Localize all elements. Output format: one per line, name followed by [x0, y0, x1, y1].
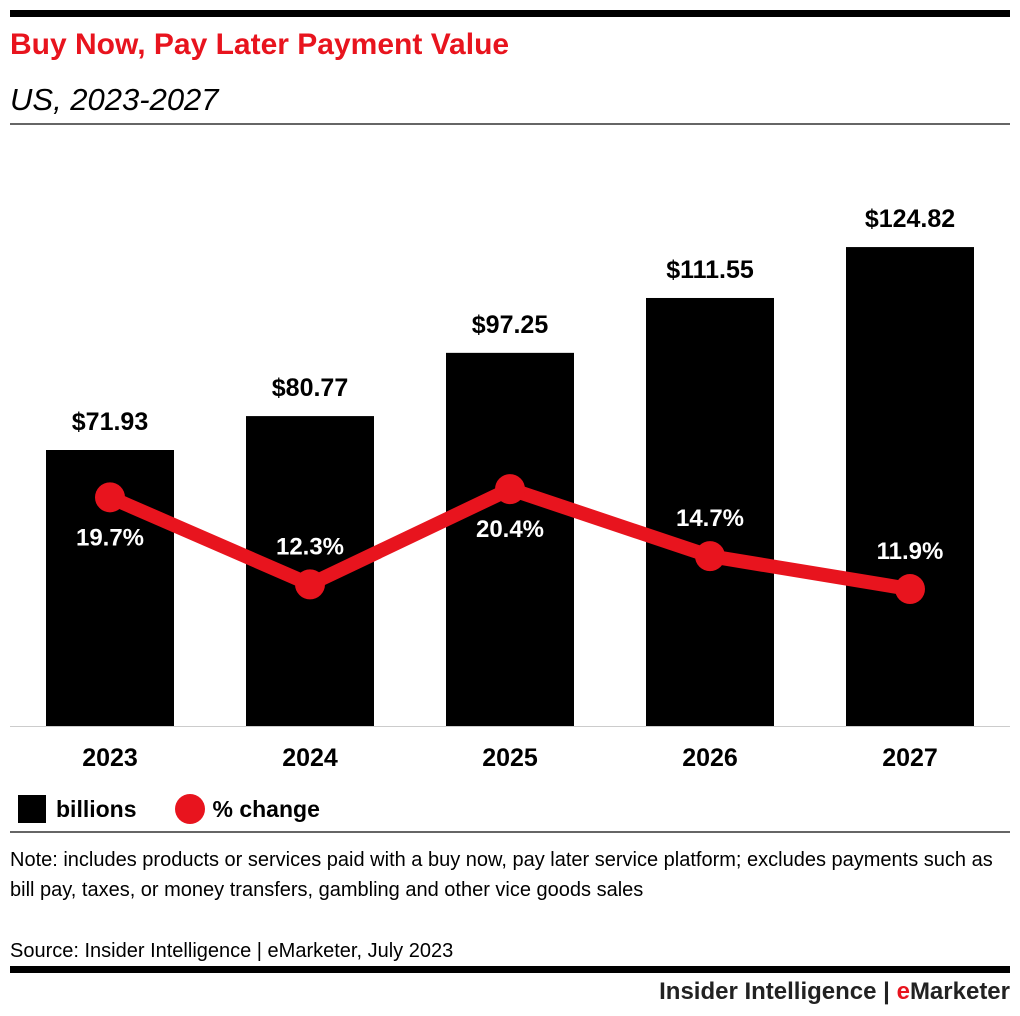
line-value-label-2023: 19.7% [76, 524, 144, 551]
bar-2026 [646, 297, 774, 726]
x-tick-label-2023: 2023 [82, 744, 138, 772]
x-tick-label-2025: 2025 [482, 744, 538, 772]
x-tick-label-2024: 2024 [282, 744, 338, 772]
line-value-label-2024: 12.3% [276, 533, 344, 560]
top-bar [10, 10, 1010, 17]
legend-bar-label: billions [56, 795, 137, 822]
line-point-2025 [495, 474, 525, 505]
source: Source: Insider Intelligence | eMarketer… [10, 940, 454, 962]
bar-2027 [846, 247, 974, 726]
bar-value-label-2027: $124.82 [865, 205, 955, 233]
brand-separator: | [876, 978, 897, 1005]
line-value-label-2027: 11.9% [877, 538, 944, 565]
bottom-bar [10, 966, 1010, 973]
bar-2025 [446, 352, 574, 726]
footer-brand: Insider Intelligence | eMarketer [659, 978, 1010, 1006]
line-value-label-2025: 20.4% [476, 516, 544, 543]
bar-value-label-2026: $111.55 [666, 256, 754, 284]
legend-bar-swatch [18, 795, 46, 823]
legend: billions % change [18, 794, 320, 824]
legend-line-swatch [174, 794, 205, 824]
brand-marketer: Marketer [909, 978, 1010, 1005]
bar-value-label-2024: $80.77 [272, 374, 348, 402]
bar-value-label-2025: $97.25 [472, 311, 549, 339]
line-point-2023 [95, 482, 125, 513]
bar-value-label-2023: $71.93 [72, 408, 148, 436]
note: Note: includes products or services paid… [10, 849, 993, 901]
line-point-2026 [695, 541, 725, 572]
chart-title: Buy Now, Pay Later Payment Value [10, 28, 510, 61]
legend-line-label: % change [212, 795, 320, 822]
x-tick-label-2027: 2027 [882, 744, 938, 772]
title-divider [10, 123, 1010, 125]
chart: $71.93 2023 $80.77 2024 $97.25 2025 $111.55 202… [10, 205, 1010, 772]
line-point-2024 [295, 569, 325, 600]
legend-divider [10, 831, 1010, 833]
brand-insider-intelligence: Insider Intelligence [659, 978, 877, 1005]
x-tick-label-2026: 2026 [682, 744, 738, 772]
line-value-label-2026: 14.7% [676, 505, 744, 532]
line-point-2027 [895, 574, 925, 605]
chart-subtitle: US, 2023-2027 [10, 82, 219, 117]
brand-e: e [896, 978, 910, 1005]
